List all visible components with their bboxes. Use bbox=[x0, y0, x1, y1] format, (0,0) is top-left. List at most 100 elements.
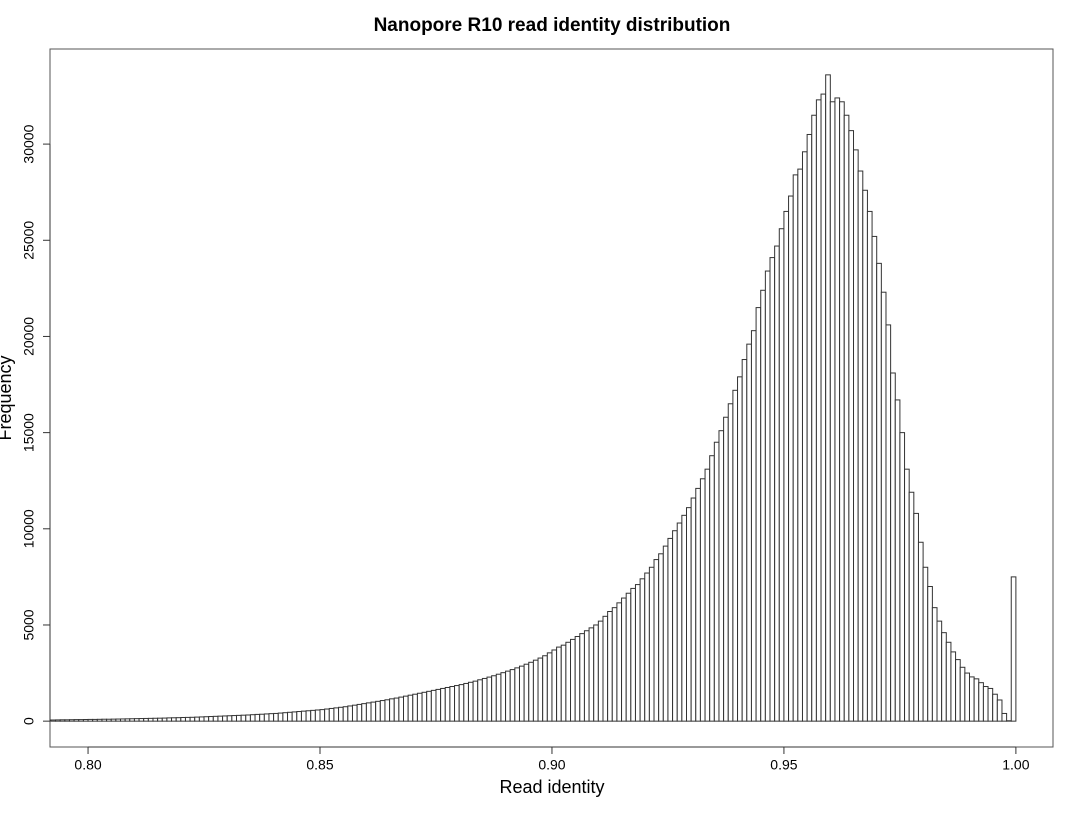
y-tick-label: 10000 bbox=[21, 509, 37, 548]
bar bbox=[297, 712, 302, 722]
bar bbox=[427, 691, 432, 721]
bar bbox=[960, 667, 965, 721]
bar bbox=[107, 719, 112, 721]
bar bbox=[209, 717, 214, 722]
bar bbox=[719, 431, 724, 721]
bar bbox=[97, 719, 102, 721]
bar bbox=[594, 625, 599, 721]
bar bbox=[394, 698, 399, 721]
bar bbox=[213, 716, 218, 721]
y-tick-label: 5000 bbox=[21, 609, 37, 640]
bar bbox=[557, 647, 562, 721]
bar bbox=[153, 718, 158, 721]
bar bbox=[547, 653, 552, 721]
bar bbox=[459, 685, 464, 722]
bar bbox=[288, 712, 293, 721]
bar bbox=[264, 714, 269, 721]
y-tick-label: 20000 bbox=[21, 317, 37, 356]
bar bbox=[417, 693, 422, 721]
bar bbox=[79, 720, 84, 722]
bar bbox=[529, 662, 534, 721]
bar bbox=[274, 713, 279, 721]
bar bbox=[561, 645, 566, 721]
bar bbox=[93, 719, 98, 721]
bar bbox=[751, 331, 756, 721]
x-tick-label: 0.85 bbox=[306, 757, 333, 773]
bar bbox=[223, 716, 228, 721]
y-tick-label: 15000 bbox=[21, 413, 37, 452]
bar bbox=[390, 699, 395, 721]
bar bbox=[366, 703, 371, 721]
bar bbox=[830, 102, 835, 721]
bar bbox=[942, 633, 947, 721]
bar bbox=[431, 690, 436, 721]
y-tick-label: 0 bbox=[21, 717, 37, 725]
bar bbox=[612, 608, 617, 721]
x-tick-label: 0.80 bbox=[74, 757, 101, 773]
bar bbox=[385, 700, 390, 721]
bar bbox=[988, 688, 993, 721]
bar bbox=[923, 567, 928, 721]
bar bbox=[436, 689, 441, 721]
bar bbox=[849, 131, 854, 722]
bar bbox=[895, 400, 900, 721]
bar bbox=[765, 271, 770, 721]
bar bbox=[543, 656, 548, 721]
bar bbox=[176, 718, 181, 721]
bar bbox=[659, 554, 664, 721]
bar bbox=[714, 442, 719, 721]
bar bbox=[492, 676, 497, 721]
bar bbox=[552, 650, 557, 721]
bar bbox=[148, 718, 153, 721]
bar bbox=[687, 508, 692, 722]
bar bbox=[956, 660, 961, 722]
bar bbox=[501, 673, 506, 721]
bar bbox=[914, 513, 919, 721]
bar bbox=[784, 211, 789, 721]
bar bbox=[770, 258, 775, 722]
bar bbox=[65, 720, 70, 721]
bar bbox=[700, 479, 705, 721]
bar bbox=[195, 717, 200, 721]
bar bbox=[473, 681, 478, 721]
bar bbox=[482, 678, 487, 721]
bar bbox=[445, 687, 450, 721]
bar bbox=[343, 707, 348, 721]
bar bbox=[519, 666, 524, 721]
bar bbox=[134, 719, 139, 722]
bar bbox=[371, 702, 376, 721]
bar bbox=[779, 229, 784, 721]
bar bbox=[334, 708, 339, 721]
bar bbox=[891, 373, 896, 721]
bar bbox=[932, 608, 937, 721]
bar bbox=[306, 711, 311, 721]
bar bbox=[844, 115, 849, 721]
bar bbox=[102, 719, 107, 721]
bar bbox=[854, 150, 859, 721]
bar bbox=[190, 717, 195, 721]
bar bbox=[83, 720, 88, 722]
bar bbox=[246, 715, 251, 721]
bar bbox=[227, 716, 232, 721]
bar bbox=[645, 573, 650, 721]
bar bbox=[478, 680, 483, 721]
bar bbox=[937, 621, 942, 721]
bar bbox=[404, 696, 409, 721]
bar bbox=[455, 686, 460, 722]
bar bbox=[742, 360, 747, 722]
bar bbox=[301, 711, 306, 721]
bar bbox=[635, 585, 640, 722]
bar bbox=[292, 712, 297, 721]
bar bbox=[663, 546, 668, 721]
bar bbox=[250, 715, 255, 721]
bar bbox=[111, 719, 116, 721]
chart-title: Nanopore R10 read identity distribution bbox=[374, 15, 731, 36]
bar bbox=[905, 469, 910, 721]
bar bbox=[793, 175, 798, 721]
bar bbox=[589, 628, 594, 721]
bar bbox=[352, 705, 357, 721]
bar bbox=[260, 714, 265, 721]
bar bbox=[121, 719, 126, 721]
bar bbox=[696, 488, 701, 721]
